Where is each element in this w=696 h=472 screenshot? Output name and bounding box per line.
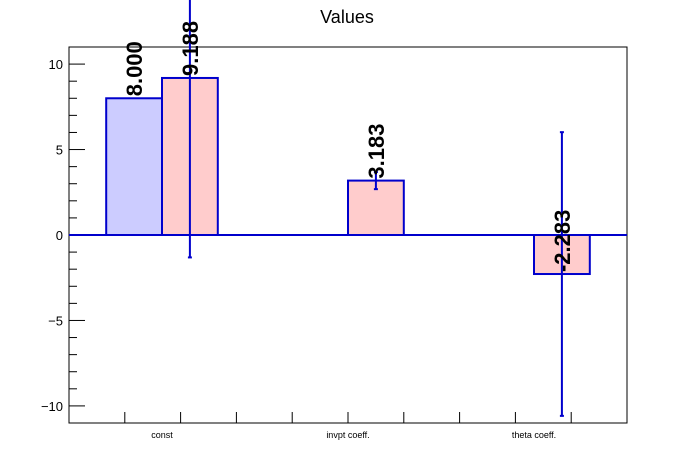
x-category-label: const <box>151 430 173 440</box>
chart-title: Values <box>320 7 374 27</box>
bars <box>105 76 591 276</box>
data-label: 3.183 <box>364 124 389 179</box>
data-label: 9.188 <box>178 21 203 76</box>
x-category-label: invpt coeff. <box>326 430 369 440</box>
bar <box>105 97 163 237</box>
x-category-label: theta coeff. <box>512 430 556 440</box>
data-label: -2.283 <box>550 210 575 272</box>
y-tick-label: −5 <box>48 313 63 328</box>
data-label: 8.000 <box>122 41 147 96</box>
y-tick-label: 0 <box>56 228 63 243</box>
y-tick-label: 10 <box>49 57 63 72</box>
x-axis: const invpt coeff. theta coeff. <box>124 412 572 440</box>
y-tick-label: −10 <box>41 399 63 414</box>
y-tick-label: 5 <box>56 143 63 158</box>
y-axis: −10 −5 0 5 10 <box>41 46 85 414</box>
data-labels: 8.000 9.188 3.183 -2.283 <box>122 21 575 272</box>
error-bars <box>187 0 564 417</box>
